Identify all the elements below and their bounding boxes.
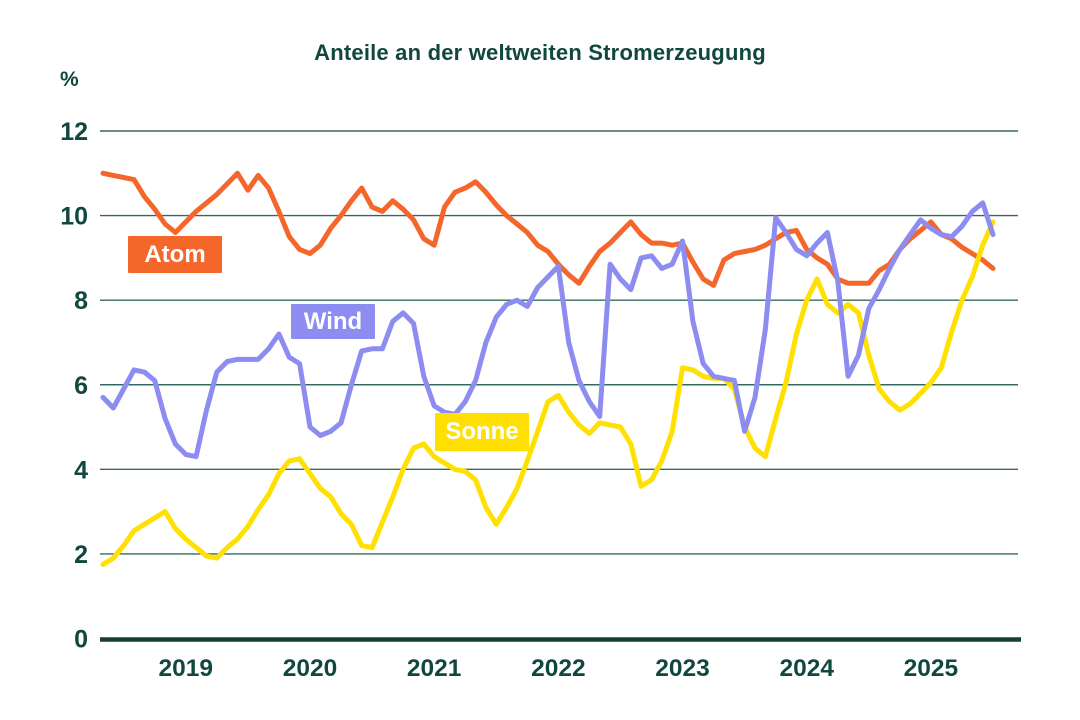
y-axis-unit-label: % [60,68,79,91]
x-year-label-2021: 2021 [407,655,462,682]
series-line-sonne [100,219,996,567]
x-year-label-2024: 2024 [779,655,834,682]
x-year-label-2022: 2022 [531,655,586,682]
wind-series-badge: Wind [291,304,375,339]
sonne-series-label: Sonne [445,418,519,445]
wind-series-label: Wind [303,307,363,335]
y-tick-label-10: 10 [60,203,88,231]
atom-series-badge: Atom [128,236,222,273]
y-tick-label-12: 12 [60,118,88,146]
sonne-series-badge: Sonne [435,413,529,451]
x-year-label-2023: 2023 [655,655,710,682]
x-year-label-2020: 2020 [283,655,338,682]
x-year-label-2025: 2025 [904,655,959,682]
y-tick-label-0: 0 [74,626,88,654]
x-year-label-2019: 2019 [159,655,214,682]
y-tick-label-6: 6 [74,372,88,400]
chart-title: Anteile an der weltweiten Stromerzeugung [314,40,766,65]
y-tick-label-4: 4 [74,456,88,484]
y-tick-label-2: 2 [74,541,88,569]
series-line-wind [100,200,996,460]
series-line-atom [100,170,996,288]
y-tick-label-8: 8 [74,287,88,315]
atom-series-label: Atom [144,240,206,268]
